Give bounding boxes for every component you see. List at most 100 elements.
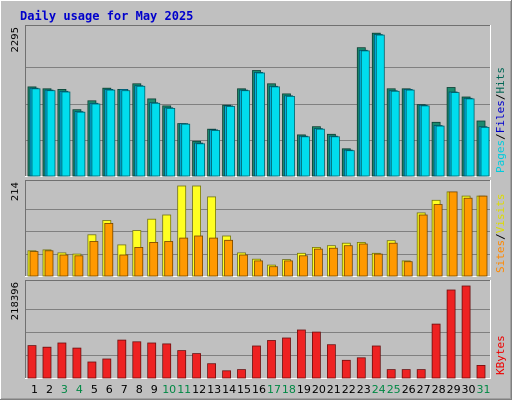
x-tick-day-11: 11 — [177, 383, 191, 396]
bar-kbytes-day-24 — [371, 345, 381, 379]
bar-sites-day-28 — [433, 204, 443, 277]
bar-sites-day-29 — [448, 191, 458, 277]
x-tick-day-18: 18 — [282, 383, 296, 396]
bar-kbytes-day-8 — [132, 341, 142, 379]
x-tick-day-7: 7 — [121, 383, 128, 396]
bar-pages-day-12 — [196, 143, 206, 177]
legend-item-separator: / — [494, 94, 507, 101]
bar-sites-day-1 — [29, 251, 39, 277]
bar-pages-day-25 — [390, 90, 400, 177]
bar-pages-day-27 — [420, 105, 430, 177]
bar-kbytes-day-19 — [296, 329, 306, 379]
bar-sites-day-11 — [179, 237, 189, 277]
legend-item-separator: / — [494, 133, 507, 140]
x-tick-day-15: 15 — [237, 383, 251, 396]
bar-kbytes-day-14 — [222, 370, 232, 379]
x-tick-day-8: 8 — [136, 383, 143, 396]
legend-item-kbytes: KBytes — [494, 335, 507, 375]
bar-sites-day-21 — [328, 247, 338, 277]
bar-pages-day-15 — [241, 90, 250, 177]
bar-sites-day-23 — [358, 243, 368, 277]
bar-kbytes-day-29 — [446, 289, 456, 379]
bar-sites-day-14 — [224, 239, 234, 277]
x-tick-day-22: 22 — [342, 383, 356, 396]
x-tick-day-17: 17 — [267, 383, 281, 396]
legend-item-separator: / — [494, 233, 507, 240]
bar-kbytes-day-25 — [386, 369, 396, 379]
bar-kbytes-day-13 — [207, 363, 217, 379]
y-max-label: 2295 — [10, 27, 21, 52]
bar-kbytes-day-17 — [267, 340, 276, 379]
bar-kbytes-day-20 — [311, 331, 321, 379]
x-tick-day-19: 19 — [297, 383, 311, 396]
bar-pages-day-18 — [286, 96, 295, 177]
x-tick-day-29: 29 — [447, 383, 461, 396]
bar-pages-day-19 — [300, 136, 310, 177]
bar-kbytes-day-1 — [27, 345, 37, 379]
bar-sites-day-30 — [463, 197, 473, 277]
bar-sites-day-7 — [119, 254, 129, 277]
bar-kbytes-day-4 — [72, 347, 82, 379]
legend-item-visits: Visits — [494, 194, 507, 234]
bar-kbytes-day-22 — [341, 359, 351, 379]
bar-pages-day-5 — [91, 103, 101, 177]
bar-sites-day-19 — [298, 255, 308, 277]
bar-sites-day-4 — [74, 255, 84, 277]
bar-pages-day-1 — [31, 88, 41, 177]
bar-pages-day-31 — [480, 127, 490, 177]
bar-pages-day-22 — [345, 150, 355, 177]
bar-sites-day-10 — [164, 241, 174, 277]
x-tick-day-2: 2 — [46, 383, 53, 396]
bar-pages-day-26 — [405, 89, 415, 177]
bar-pages-day-10 — [166, 108, 176, 177]
x-tick-day-26: 26 — [402, 383, 416, 396]
bar-kbytes-day-30 — [461, 285, 471, 379]
bar-kbytes-day-12 — [192, 353, 202, 379]
x-tick-day-30: 30 — [462, 383, 476, 396]
bar-sites-day-6 — [104, 222, 114, 277]
bar-kbytes-day-2 — [42, 346, 52, 379]
bar-sites-day-15 — [239, 254, 248, 277]
y-max-label: 218396 — [10, 282, 21, 320]
x-tick-day-9: 9 — [151, 383, 158, 396]
x-tick-day-25: 25 — [387, 383, 401, 396]
bar-pages-day-6 — [106, 89, 116, 177]
bar-kbytes-day-5 — [87, 361, 97, 379]
bar-pages-day-24 — [375, 34, 385, 177]
panel-2: 214 Sites/Visits — [10, 180, 507, 277]
x-tick-day-27: 27 — [417, 383, 431, 396]
bar-sites-day-2 — [44, 250, 54, 277]
panel-3: 218396 KBytes — [10, 280, 507, 379]
x-tick-day-6: 6 — [106, 383, 113, 396]
bar-sites-day-27 — [418, 214, 428, 277]
bar-pages-day-4 — [76, 111, 86, 177]
x-axis-labels: 1 2 3 4 5 6 7 8 9 10 11 12 13 14 15 16 17 18 19 20 21 22 23 24 2… — [31, 383, 491, 396]
bar-sites-day-5 — [89, 241, 99, 277]
bar-pages-day-13 — [211, 130, 221, 177]
bar-kbytes-day-15 — [237, 369, 246, 379]
x-tick-day-28: 28 — [432, 383, 446, 396]
x-tick-day-24: 24 — [372, 383, 386, 396]
x-tick-day-23: 23 — [357, 383, 371, 396]
bar-sites-day-13 — [209, 237, 219, 277]
legend-item-pages: Pages — [494, 140, 507, 173]
panel-legend: Sites/Visits — [494, 194, 507, 274]
legend-item-sites: Sites — [494, 240, 507, 273]
bar-sites-day-20 — [313, 248, 323, 277]
legend-item-files: Files — [494, 100, 507, 133]
bar-sites-day-8 — [134, 246, 144, 277]
x-tick-day-20: 20 — [312, 383, 326, 396]
bar-pages-day-2 — [46, 90, 56, 177]
x-tick-day-4: 4 — [76, 383, 83, 396]
bar-pages-day-21 — [330, 136, 340, 177]
bar-pages-day-16 — [256, 72, 265, 177]
bar-sites-day-24 — [373, 253, 383, 277]
x-tick-day-16: 16 — [252, 383, 266, 396]
legend-item-hits: Hits — [494, 67, 507, 94]
x-tick-day-21: 21 — [327, 383, 341, 396]
bar-pages-day-29 — [450, 92, 460, 177]
bar-sites-day-3 — [59, 254, 69, 277]
bar-kbytes-day-21 — [326, 344, 336, 379]
bar-kbytes-day-27 — [416, 369, 426, 379]
